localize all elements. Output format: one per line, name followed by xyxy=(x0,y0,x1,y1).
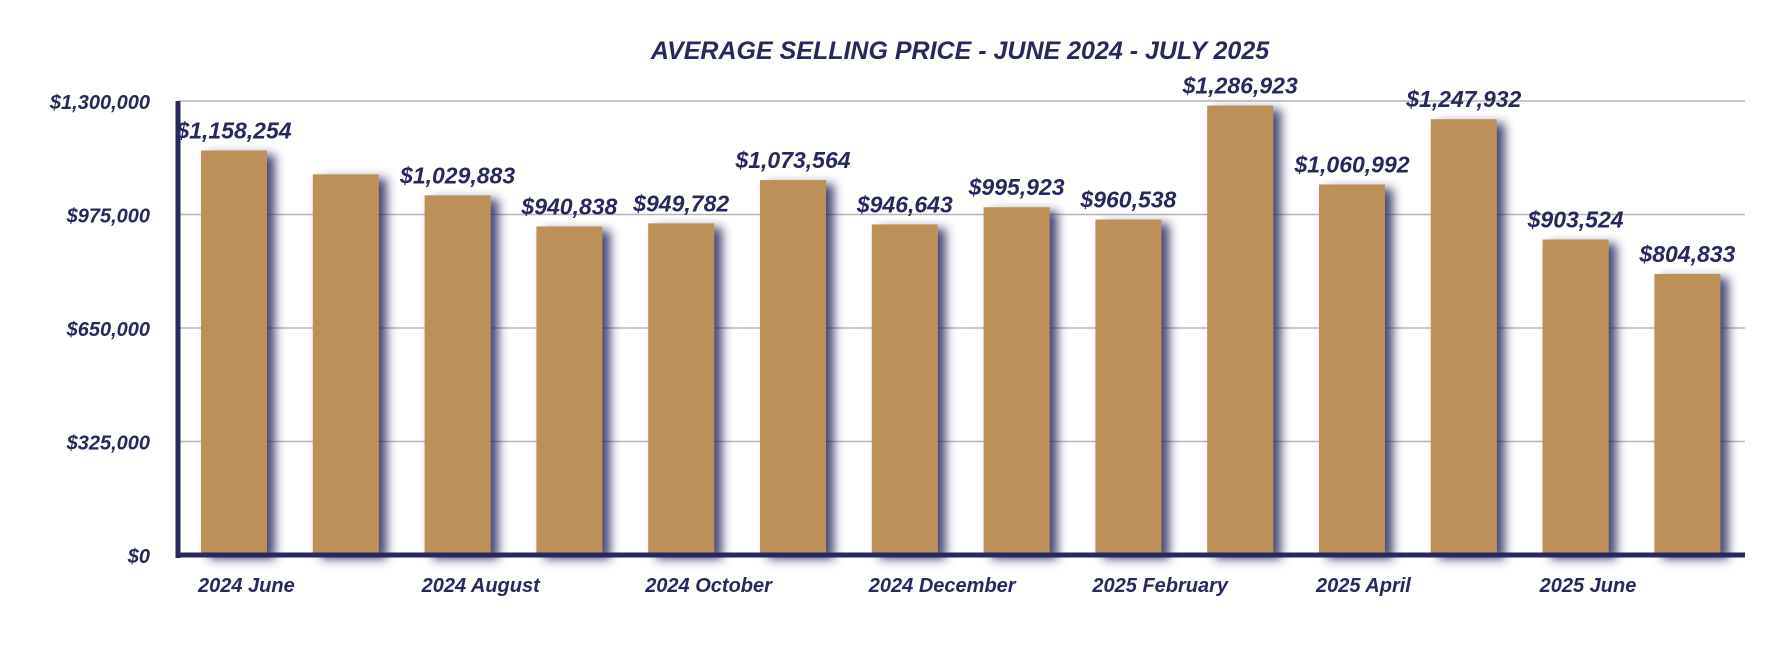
bar xyxy=(648,223,715,556)
x-tick-label: 2024 October xyxy=(644,575,773,597)
data-label: $1,286,923 xyxy=(1182,73,1298,99)
data-label: $1,247,932 xyxy=(1405,86,1521,112)
bar xyxy=(312,174,379,556)
bar xyxy=(1654,273,1721,555)
data-label: $949,782 xyxy=(632,190,729,216)
bar xyxy=(1095,219,1162,555)
data-label: $995,923 xyxy=(968,174,1065,200)
y-tick-label: $1,300,000 xyxy=(49,92,150,114)
x-axis-tick-labels: 2024 June 2024 August 2024 October 2024 Dec… xyxy=(197,575,1636,597)
y-tick-label: $0 xyxy=(127,546,150,568)
gridlines xyxy=(178,100,1745,443)
x-tick-label: 2024 December xyxy=(868,575,1017,597)
bar xyxy=(760,180,826,555)
x-tick-label: 2025 April xyxy=(1315,575,1411,597)
data-label: $940,838 xyxy=(520,193,617,219)
axes xyxy=(175,101,1745,558)
x-tick-label: 2025 February xyxy=(1091,575,1229,597)
x-tick-label: 2024 June xyxy=(197,575,295,597)
bar xyxy=(1542,239,1609,556)
data-label: $1,060,992 xyxy=(1293,151,1409,177)
x-tick-label: 2025 June xyxy=(1539,575,1637,597)
bar xyxy=(1207,105,1274,555)
y-axis-tick-labels: $0 $325,000 $650,000 $975,000 $1,300,000 xyxy=(49,92,150,568)
y-tick-label: $650,000 xyxy=(66,319,150,341)
x-tick-label: 2024 August xyxy=(421,575,542,597)
bar xyxy=(424,195,491,555)
bar xyxy=(871,224,938,555)
bar xyxy=(1319,184,1385,556)
y-tick-label: $975,000 xyxy=(66,206,150,228)
data-labels: $1,158,254$1,029,883$940,838 $949,782$1,0… xyxy=(175,73,1735,267)
data-label: $804,833 xyxy=(1638,241,1735,267)
data-label: $946,643 xyxy=(856,191,953,217)
bars xyxy=(201,105,1721,556)
data-label: $960,538 xyxy=(1079,187,1176,213)
chart-title: AVERAGE SELLING PRICE - JUNE 2024 - JULY… xyxy=(650,37,1270,65)
bar xyxy=(1430,119,1497,555)
bar xyxy=(536,226,603,555)
data-label: $1,158,254 xyxy=(175,118,291,144)
bar xyxy=(201,150,267,555)
data-label: $1,029,883 xyxy=(399,162,515,188)
data-label: $903,524 xyxy=(1527,206,1624,232)
y-tick-label: $325,000 xyxy=(66,433,150,455)
bar xyxy=(983,207,1050,555)
data-label: $1,073,564 xyxy=(734,147,850,173)
